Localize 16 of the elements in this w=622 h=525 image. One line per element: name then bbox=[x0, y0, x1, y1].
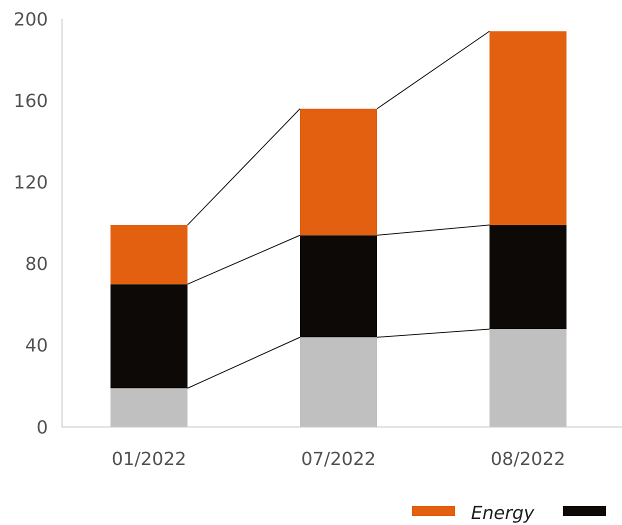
legend-label: Energy bbox=[471, 503, 535, 524]
y-tick-label: 160 bbox=[14, 90, 48, 112]
y-tick-label: 120 bbox=[14, 172, 48, 194]
bar bbox=[300, 108, 377, 236]
y-tick-label: 200 bbox=[14, 9, 48, 30]
bar bbox=[110, 225, 188, 284]
x-tick-label: 01/2022 bbox=[112, 449, 186, 470]
bar bbox=[110, 284, 188, 388]
y-tick-label: 80 bbox=[25, 254, 48, 276]
bar bbox=[300, 235, 377, 338]
bar bbox=[490, 31, 566, 226]
x-tick-label: 08/2022 bbox=[490, 449, 566, 470]
y-tick-label: 40 bbox=[25, 336, 48, 357]
bar bbox=[490, 225, 566, 330]
y-tick-label: 0 bbox=[36, 417, 48, 438]
x-tick-label: 07/2022 bbox=[301, 449, 376, 470]
